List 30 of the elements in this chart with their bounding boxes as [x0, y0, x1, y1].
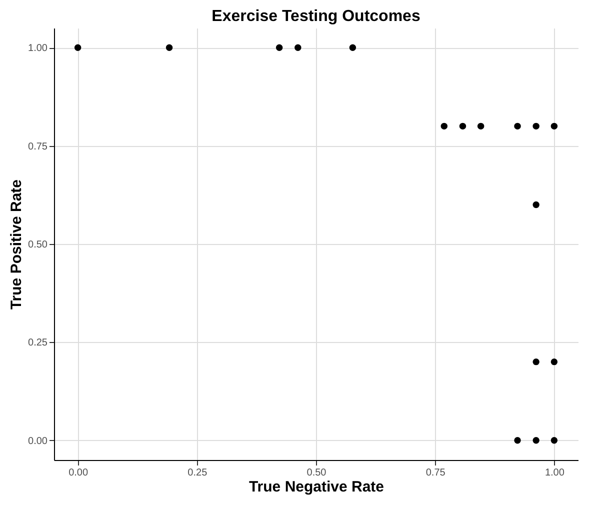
point — [74, 44, 82, 51]
x-tick-label: 1.00 — [544, 468, 565, 478]
chart-title: Exercise Testing Outcomes — [212, 8, 420, 25]
point — [514, 122, 521, 130]
y-tick-label: 0.25 — [28, 338, 48, 349]
x-tick-label: 0.25 — [188, 468, 208, 478]
point — [532, 358, 540, 366]
point — [349, 44, 356, 51]
point — [532, 122, 540, 130]
y-tick-label: 1.00 — [28, 43, 48, 54]
point — [532, 201, 540, 208]
point — [440, 122, 448, 130]
x-axis-title: True Negative Rate — [248, 478, 384, 496]
point — [550, 437, 558, 444]
point — [532, 437, 540, 444]
point — [550, 358, 558, 366]
y-axis-title: True Positive Rate — [8, 179, 26, 310]
point — [477, 122, 484, 130]
y-tick-label: 0.50 — [28, 240, 48, 250]
x-tick-label: 0.00 — [68, 468, 88, 478]
x-tick-label: 0.75 — [426, 468, 446, 478]
point — [294, 44, 302, 51]
point — [459, 122, 466, 130]
y-tick-label: 0.00 — [28, 436, 48, 447]
point — [550, 122, 558, 130]
point — [166, 44, 173, 51]
x-tick-label: 0.50 — [306, 468, 327, 478]
y-tick-label: 0.75 — [28, 141, 48, 152]
point — [514, 437, 521, 444]
point — [276, 44, 283, 51]
